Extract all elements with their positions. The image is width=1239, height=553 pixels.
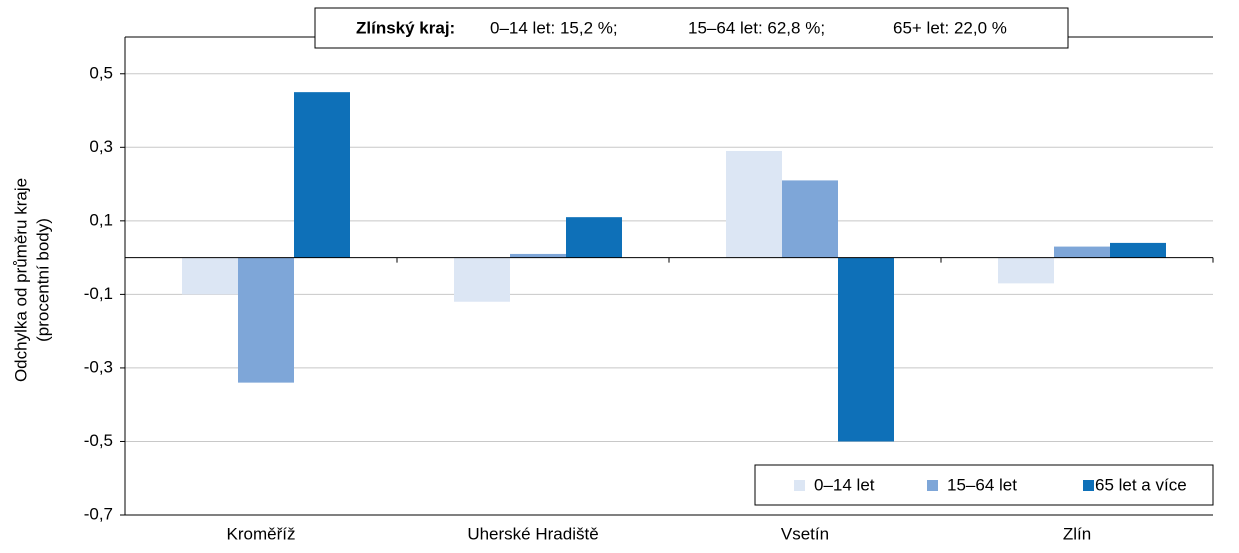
header-box: [314, 7, 1069, 49]
y-tick-label: -0,1: [84, 284, 113, 303]
legend-label: 65 let a více: [1095, 475, 1187, 494]
bar: [1110, 242, 1166, 258]
x-tick-label: Uherské Hradiště: [467, 524, 598, 543]
legend-box: [754, 464, 1214, 506]
bar: [566, 217, 622, 258]
y-axis-label: Odchylka od průměru kraje: [11, 178, 30, 382]
bar: [238, 257, 294, 383]
bar: [998, 257, 1054, 284]
header-text: 65+ let: 22,0 %: [893, 18, 1007, 37]
bar: [294, 92, 350, 258]
legend-label: 15–64 let: [947, 475, 1017, 494]
y-tick-label: -0,5: [84, 431, 113, 450]
y-tick-label: 0,3: [89, 137, 113, 156]
y-tick-label: 0,5: [89, 63, 113, 82]
y-tick-label: 0,1: [89, 210, 113, 229]
legend-swatch: [794, 480, 805, 491]
bar: [510, 253, 566, 258]
bar: [782, 180, 838, 258]
bar: [182, 257, 238, 295]
legend-swatch: [927, 480, 938, 491]
header-text: 0–14 let: 15,2 %;: [490, 18, 618, 37]
legend-label: 0–14 let: [814, 475, 875, 494]
x-tick-label: Zlín: [1063, 524, 1091, 543]
y-tick-label: -0,3: [84, 357, 113, 376]
legend-swatch: [1083, 480, 1094, 491]
y-axis-label: (procentní body): [33, 218, 52, 342]
y-tick-label: -0,7: [84, 504, 113, 523]
header-text: 15–64 let: 62,8 %;: [688, 18, 825, 37]
header-text: Zlínský kraj:: [356, 18, 455, 37]
bar: [1054, 246, 1110, 258]
x-tick-label: Kroměříž: [227, 524, 296, 543]
bar: [454, 257, 510, 302]
bar: [726, 150, 782, 258]
x-tick-label: Vsetín: [781, 524, 829, 543]
bar: [838, 257, 894, 442]
